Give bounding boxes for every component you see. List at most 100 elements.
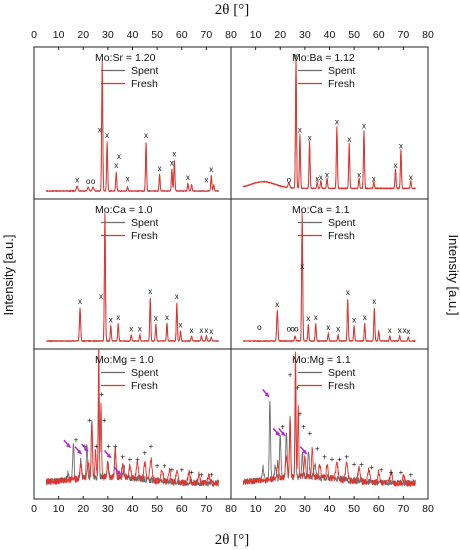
peak-marker: x <box>347 135 351 144</box>
peak-marker: + <box>120 452 125 461</box>
peak-marker: x <box>306 314 310 323</box>
peak-marker: o <box>91 177 96 186</box>
x-tick-label-bottom: 30 <box>299 503 311 515</box>
panel-label: Mo:Ca = 1.0 <box>95 204 153 216</box>
peak-marker: + <box>344 452 349 461</box>
x-tick-label-bottom: 10 <box>53 503 65 515</box>
peak-marker: x <box>315 174 319 183</box>
peak-marker: + <box>199 471 204 480</box>
phase-arrow <box>63 439 71 449</box>
x-tick-label-top: 30 <box>102 29 114 41</box>
peak-marker: x <box>117 152 121 161</box>
peak-marker: x <box>204 326 208 335</box>
legend-label-spent: Spent <box>328 65 356 77</box>
peak-marker: x <box>199 326 203 335</box>
peak-marker: o <box>257 323 262 332</box>
x-tick-label-top: 50 <box>151 29 163 41</box>
peak-marker: + <box>102 416 107 425</box>
legend-label-spent: Spent <box>328 367 356 379</box>
peak-marker: + <box>135 455 140 464</box>
x-tick-label-top: 40 <box>127 29 139 41</box>
phase-arrow <box>262 388 270 398</box>
x-tick-label-bottom: 80 <box>225 503 237 515</box>
legend-label-fresh: Fresh <box>131 78 158 90</box>
peak-marker: x <box>352 315 356 324</box>
peak-marker: x <box>170 159 174 168</box>
x-tick-label-bottom: 0 <box>31 503 37 515</box>
peak-marker: x <box>204 176 208 185</box>
panel-label: Mo:Mg = 1.1 <box>292 354 351 366</box>
peak-marker: x <box>372 297 376 306</box>
y-axis-title-right: Intensity [a.u.] <box>446 235 460 316</box>
peak-marker: x <box>144 131 148 140</box>
panel-label: Mo:Sr = 1.20 <box>95 52 156 64</box>
peak-marker: x <box>154 314 158 323</box>
x-tick-label-top: 10 <box>53 29 65 41</box>
panel-label: Mo:Mg = 1.0 <box>95 354 154 366</box>
peak-marker: x <box>362 122 366 131</box>
peak-marker: + <box>128 455 133 464</box>
peak-marker: x <box>372 174 376 183</box>
x-tick-label-bottom: 50 <box>348 503 360 515</box>
peak-marker: + <box>106 442 111 451</box>
x-tick-label-bottom: 60 <box>176 503 188 515</box>
peak-marker: x <box>388 326 392 335</box>
peak-marker: o <box>86 177 91 186</box>
x-tick-label-top: 30 <box>299 29 311 41</box>
peak-marker: x <box>99 292 103 301</box>
x-tick-label-top: 70 <box>398 29 410 41</box>
peak-marker: x <box>175 292 179 301</box>
peak-marker: + <box>149 442 154 451</box>
x-tick-label-bottom: 70 <box>201 503 213 515</box>
peak-marker: x <box>336 325 340 334</box>
panel-mg10: ++++++++++++++++++++Mo:Mg = 1.0SpentFres… <box>33 348 232 500</box>
peak-marker: + <box>74 436 79 445</box>
peak-marker: x <box>409 173 413 182</box>
peak-marker: + <box>337 455 342 464</box>
peak-marker: + <box>322 452 327 461</box>
peak-marker: + <box>295 384 300 393</box>
peak-marker: + <box>298 410 303 419</box>
peak-marker: x <box>357 170 361 179</box>
peak-marker: x <box>78 297 82 306</box>
peak-marker: x <box>114 161 118 170</box>
legend-label-fresh: Fresh <box>328 78 355 90</box>
peak-marker: o <box>294 325 299 334</box>
x-tick-label-bottom: 40 <box>324 503 336 515</box>
peak-marker: + <box>113 442 118 451</box>
phase-arrow <box>272 427 281 437</box>
peak-marker: x <box>116 313 120 322</box>
x-tick-label-bottom: 60 <box>373 503 385 515</box>
x-tick-label-top: 60 <box>373 29 385 41</box>
peak-marker: + <box>94 442 99 451</box>
x-axis-title-bottom: 2θ [°] <box>215 532 249 548</box>
peak-marker: x <box>335 118 339 127</box>
x-tick-label-top: 20 <box>77 29 89 41</box>
y-axis-title-left: Intensity [a.u.] <box>1 235 16 316</box>
x-tick-label-top: 80 <box>225 29 237 41</box>
spent-trace <box>46 72 219 193</box>
peak-marker: + <box>87 416 92 425</box>
peak-marker: x <box>308 134 312 143</box>
fresh-trace <box>243 211 416 343</box>
legend-label-fresh: Fresh <box>328 380 355 392</box>
x-tick-label-bottom: 30 <box>102 503 114 515</box>
peak-marker: + <box>359 460 364 469</box>
peak-marker: x <box>363 313 367 322</box>
phase-arrow <box>113 466 122 476</box>
phase-arrow <box>299 446 308 455</box>
x-tick-label-bottom: 50 <box>151 503 163 515</box>
legend-label-spent: Spent <box>328 217 356 229</box>
peak-marker: + <box>352 460 357 469</box>
peak-marker: + <box>170 465 175 474</box>
peak-marker: + <box>301 423 306 432</box>
peak-marker: x <box>98 126 102 135</box>
peak-marker: x <box>105 131 109 140</box>
peak-marker: + <box>369 463 374 472</box>
fresh-trace <box>45 212 219 343</box>
phase-arrow <box>278 427 286 437</box>
